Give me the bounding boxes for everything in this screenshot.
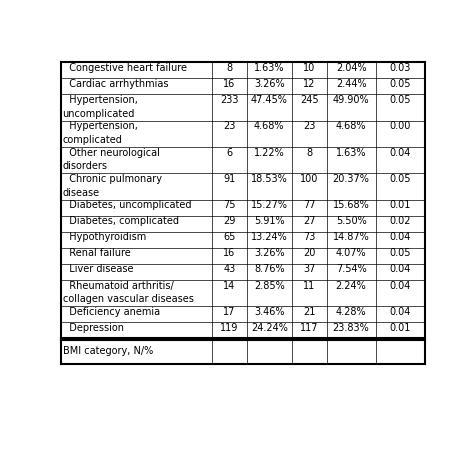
Text: 2.24%: 2.24% <box>336 281 366 291</box>
Text: 12: 12 <box>303 79 316 89</box>
Text: 0.04: 0.04 <box>390 232 411 242</box>
Text: 73: 73 <box>303 232 316 242</box>
Text: 0.04: 0.04 <box>390 264 411 274</box>
Text: uncomplicated: uncomplicated <box>63 109 135 119</box>
Text: 11: 11 <box>303 281 315 291</box>
Text: Diabetes, complicated: Diabetes, complicated <box>63 216 179 226</box>
Text: 8: 8 <box>226 63 232 73</box>
Text: 37: 37 <box>303 264 316 274</box>
Text: 100: 100 <box>300 174 319 184</box>
Text: 75: 75 <box>223 200 236 210</box>
Text: 119: 119 <box>220 323 238 333</box>
Text: 18.53%: 18.53% <box>251 174 288 184</box>
Text: Congestive heart failure: Congestive heart failure <box>63 63 187 73</box>
Text: 8: 8 <box>306 147 312 158</box>
Text: 245: 245 <box>300 95 319 105</box>
Text: 23.83%: 23.83% <box>333 323 370 333</box>
Text: 0.01: 0.01 <box>390 323 411 333</box>
Text: 7.54%: 7.54% <box>336 264 366 274</box>
Text: 10: 10 <box>303 63 315 73</box>
Text: 0.00: 0.00 <box>390 121 411 131</box>
Text: 49.90%: 49.90% <box>333 95 369 105</box>
Text: 2.44%: 2.44% <box>336 79 366 89</box>
Text: 15.68%: 15.68% <box>333 200 370 210</box>
Text: 3.26%: 3.26% <box>254 248 284 258</box>
Text: Hypertension,: Hypertension, <box>63 121 137 131</box>
Text: 20: 20 <box>303 248 316 258</box>
Text: 0.05: 0.05 <box>390 174 411 184</box>
Text: Liver disease: Liver disease <box>63 264 133 274</box>
Text: 8.76%: 8.76% <box>254 264 284 274</box>
Text: 0.05: 0.05 <box>390 95 411 105</box>
Text: 20.37%: 20.37% <box>333 174 370 184</box>
Text: 5.50%: 5.50% <box>336 216 366 226</box>
Text: 4.07%: 4.07% <box>336 248 366 258</box>
Text: 17: 17 <box>223 307 236 317</box>
Text: 21: 21 <box>303 307 316 317</box>
Text: 233: 233 <box>220 95 238 105</box>
Text: 77: 77 <box>303 200 316 210</box>
Text: BMI category, N/%: BMI category, N/% <box>63 346 153 356</box>
Text: Depression: Depression <box>63 323 124 333</box>
Text: 23: 23 <box>303 121 316 131</box>
Text: 0.05: 0.05 <box>390 79 411 89</box>
Text: 29: 29 <box>223 216 236 226</box>
Text: 16: 16 <box>223 248 236 258</box>
Text: 117: 117 <box>300 323 319 333</box>
Text: disease: disease <box>63 188 100 198</box>
Text: 15.27%: 15.27% <box>251 200 288 210</box>
Text: 2.04%: 2.04% <box>336 63 366 73</box>
Text: 0.01: 0.01 <box>390 200 411 210</box>
Text: 65: 65 <box>223 232 236 242</box>
Text: Hypothyroidism: Hypothyroidism <box>63 232 146 242</box>
Text: 23: 23 <box>223 121 236 131</box>
Text: Rheumatoid arthritis/: Rheumatoid arthritis/ <box>63 281 173 291</box>
Text: complicated: complicated <box>63 135 122 145</box>
Text: 91: 91 <box>223 174 236 184</box>
Text: 0.04: 0.04 <box>390 147 411 158</box>
Text: 0.03: 0.03 <box>390 63 411 73</box>
Text: 1.63%: 1.63% <box>336 147 366 158</box>
Text: Chronic pulmonary: Chronic pulmonary <box>63 174 162 184</box>
Text: 43: 43 <box>223 264 236 274</box>
Text: 14.87%: 14.87% <box>333 232 370 242</box>
Text: Other neurological: Other neurological <box>63 147 159 158</box>
Text: 24.24%: 24.24% <box>251 323 288 333</box>
Text: Cardiac arrhythmias: Cardiac arrhythmias <box>63 79 168 89</box>
Text: Hypertension,: Hypertension, <box>63 95 137 105</box>
Text: 27: 27 <box>303 216 316 226</box>
Text: 1.22%: 1.22% <box>254 147 285 158</box>
Text: 6: 6 <box>226 147 232 158</box>
Text: 16: 16 <box>223 79 236 89</box>
Text: 2.85%: 2.85% <box>254 281 285 291</box>
Text: 4.68%: 4.68% <box>254 121 284 131</box>
Text: 4.28%: 4.28% <box>336 307 366 317</box>
Text: 0.04: 0.04 <box>390 281 411 291</box>
Text: collagen vascular diseases: collagen vascular diseases <box>63 294 193 304</box>
Text: 0.04: 0.04 <box>390 307 411 317</box>
Text: 4.68%: 4.68% <box>336 121 366 131</box>
Text: Diabetes, uncomplicated: Diabetes, uncomplicated <box>63 200 191 210</box>
Text: disorders: disorders <box>63 161 108 171</box>
Text: Renal failure: Renal failure <box>63 248 130 258</box>
Text: 3.46%: 3.46% <box>254 307 284 317</box>
Text: Deficiency anemia: Deficiency anemia <box>63 307 160 317</box>
Text: 0.02: 0.02 <box>390 216 411 226</box>
Text: 3.26%: 3.26% <box>254 79 284 89</box>
Text: 0.05: 0.05 <box>390 248 411 258</box>
Text: 1.63%: 1.63% <box>254 63 284 73</box>
Text: 13.24%: 13.24% <box>251 232 288 242</box>
Text: 5.91%: 5.91% <box>254 216 284 226</box>
Text: 47.45%: 47.45% <box>251 95 288 105</box>
Text: 14: 14 <box>223 281 236 291</box>
